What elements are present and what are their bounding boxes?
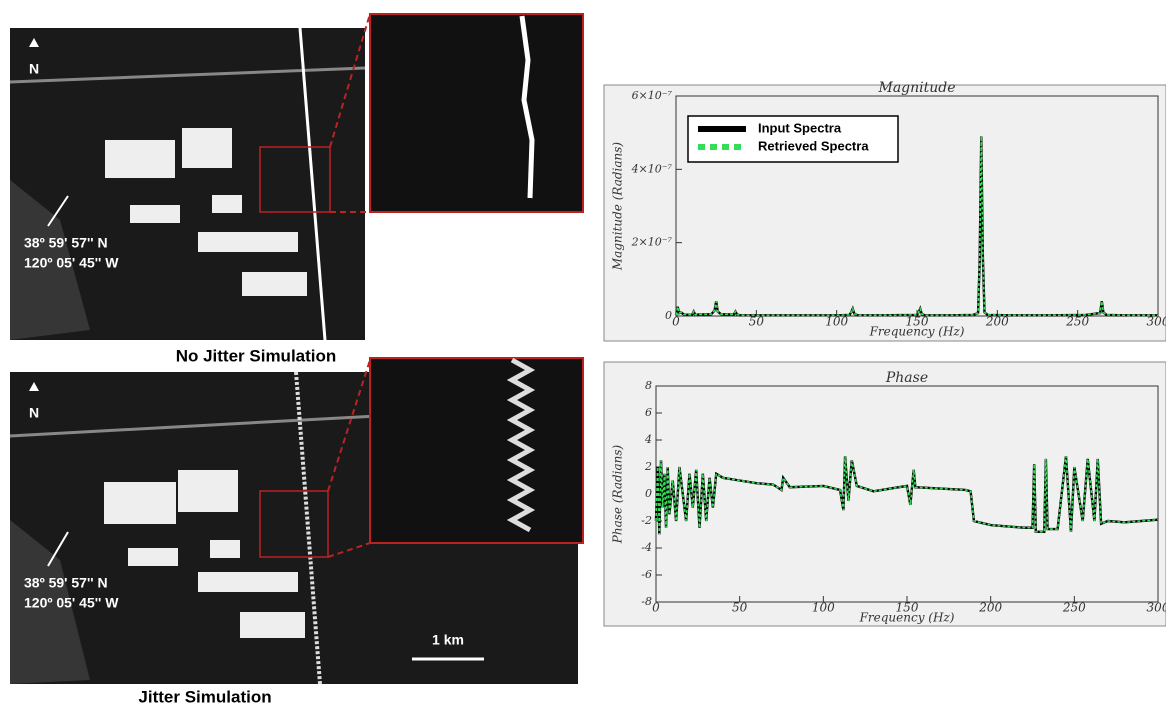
y-tick-label: 4 (644, 433, 652, 446)
y-tick-label: 0 (645, 487, 652, 500)
y-tick-label: -8 (641, 595, 652, 608)
y-axis-label: Magnitude (Radians) (611, 142, 625, 272)
x-tick-label: 50 (732, 601, 748, 615)
scale-label: 1 km (432, 632, 464, 648)
x-tick-label: 200 (978, 601, 1002, 615)
inset (370, 358, 583, 543)
y-tick-label: 2×10⁻⁷ (631, 236, 673, 249)
caption: No Jitter Simulation (176, 346, 337, 365)
latitude: 38º 59' 57'' N (24, 235, 108, 251)
scale-label: 1 km (432, 293, 464, 309)
y-tick-label: 6×10⁻⁷ (632, 89, 673, 102)
y-tick-label: -6 (641, 568, 652, 581)
x-tick-label: 250 (1065, 315, 1089, 329)
longitude: 120º 05' 45'' W (24, 255, 119, 271)
y-tick-label: 2 (644, 460, 652, 473)
y-tick-label: 6 (645, 406, 652, 419)
y-tick-label: 4×10⁻⁷ (631, 162, 673, 175)
caption: Jitter Simulation (138, 687, 271, 706)
y-tick-label: 8 (645, 379, 652, 392)
legend-label: Input Spectra (758, 120, 842, 135)
y-tick-label: -4 (641, 541, 652, 554)
chart-title: Magnitude (877, 80, 955, 96)
y-tick-label: -2 (641, 514, 652, 527)
x-tick-label: 50 (749, 315, 765, 329)
x-tick-label: 100 (825, 315, 848, 329)
y-tick-label: 0 (665, 309, 672, 322)
north-label: N (29, 61, 39, 77)
x-tick-label: 250 (1062, 601, 1086, 615)
x-tick-label: 0 (672, 315, 680, 329)
inset (370, 14, 583, 212)
x-tick-label: 300 (1147, 601, 1166, 615)
x-tick-label: 150 (906, 315, 929, 329)
x-tick-label: 200 (985, 315, 1009, 329)
x-tick-label: 300 (1147, 315, 1166, 329)
x-tick-label: 100 (812, 601, 835, 615)
x-tick-label: 150 (896, 601, 919, 615)
chart-title: Phase (885, 370, 928, 386)
latitude: 38º 59' 57'' N (24, 575, 108, 591)
longitude: 120º 05' 45'' W (24, 595, 119, 611)
north-label: N (29, 405, 39, 421)
y-axis-label: Phase (Radians) (611, 444, 625, 544)
legend-label: Retrieved Spectra (758, 138, 869, 153)
figure: N 38º 59' 57'' N 120º 05' 45'' W 1 km No… (0, 0, 1166, 710)
x-tick-label: 0 (652, 601, 660, 615)
